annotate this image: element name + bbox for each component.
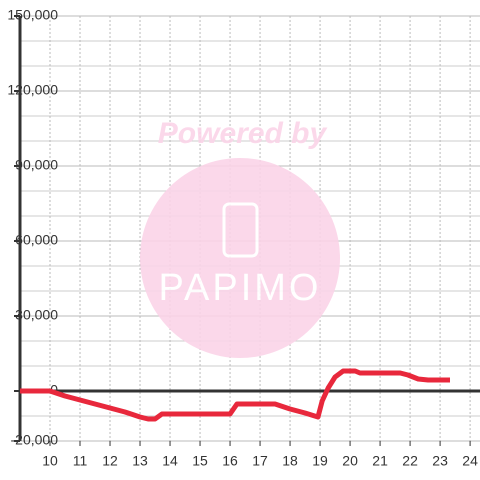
y-tick-label: 0 [50, 382, 58, 398]
x-tick-label: 16 [222, 453, 238, 469]
x-tick-label: 18 [282, 453, 298, 469]
x-tick-label: 23 [432, 453, 448, 469]
x-tick-label: 14 [162, 453, 178, 469]
watermark: Powered by PAPIMO [140, 117, 340, 358]
y-tick-label: 30,000 [15, 307, 58, 323]
x-tick-label: 15 [192, 453, 208, 469]
x-tick-label: 13 [132, 453, 148, 469]
x-tick-label: 11 [73, 453, 88, 469]
y-tick-label: 60,000 [15, 232, 58, 248]
watermark-icon [222, 202, 259, 258]
x-tick-label: 17 [252, 453, 268, 469]
data-line [20, 368, 450, 422]
x-tick-label: 22 [402, 453, 418, 469]
y-tick-label: 90,000 [15, 157, 58, 173]
x-tick-label: 21 [372, 453, 388, 469]
x-tick-label: 24 [462, 453, 478, 469]
watermark-logo: PAPIMO [159, 267, 322, 309]
x-tick-label: 20 [342, 453, 358, 469]
x-tick-label: 19 [312, 453, 328, 469]
watermark-circle [140, 158, 340, 358]
y-tick-label: -20,000 [11, 432, 59, 448]
y-tick-label: 120,000 [7, 82, 58, 98]
watermark-text: Powered by [158, 117, 328, 150]
x-tick-label: 10 [42, 453, 58, 469]
x-tick-label: 12 [102, 453, 118, 469]
y-tick-label: 150,000 [7, 7, 58, 23]
